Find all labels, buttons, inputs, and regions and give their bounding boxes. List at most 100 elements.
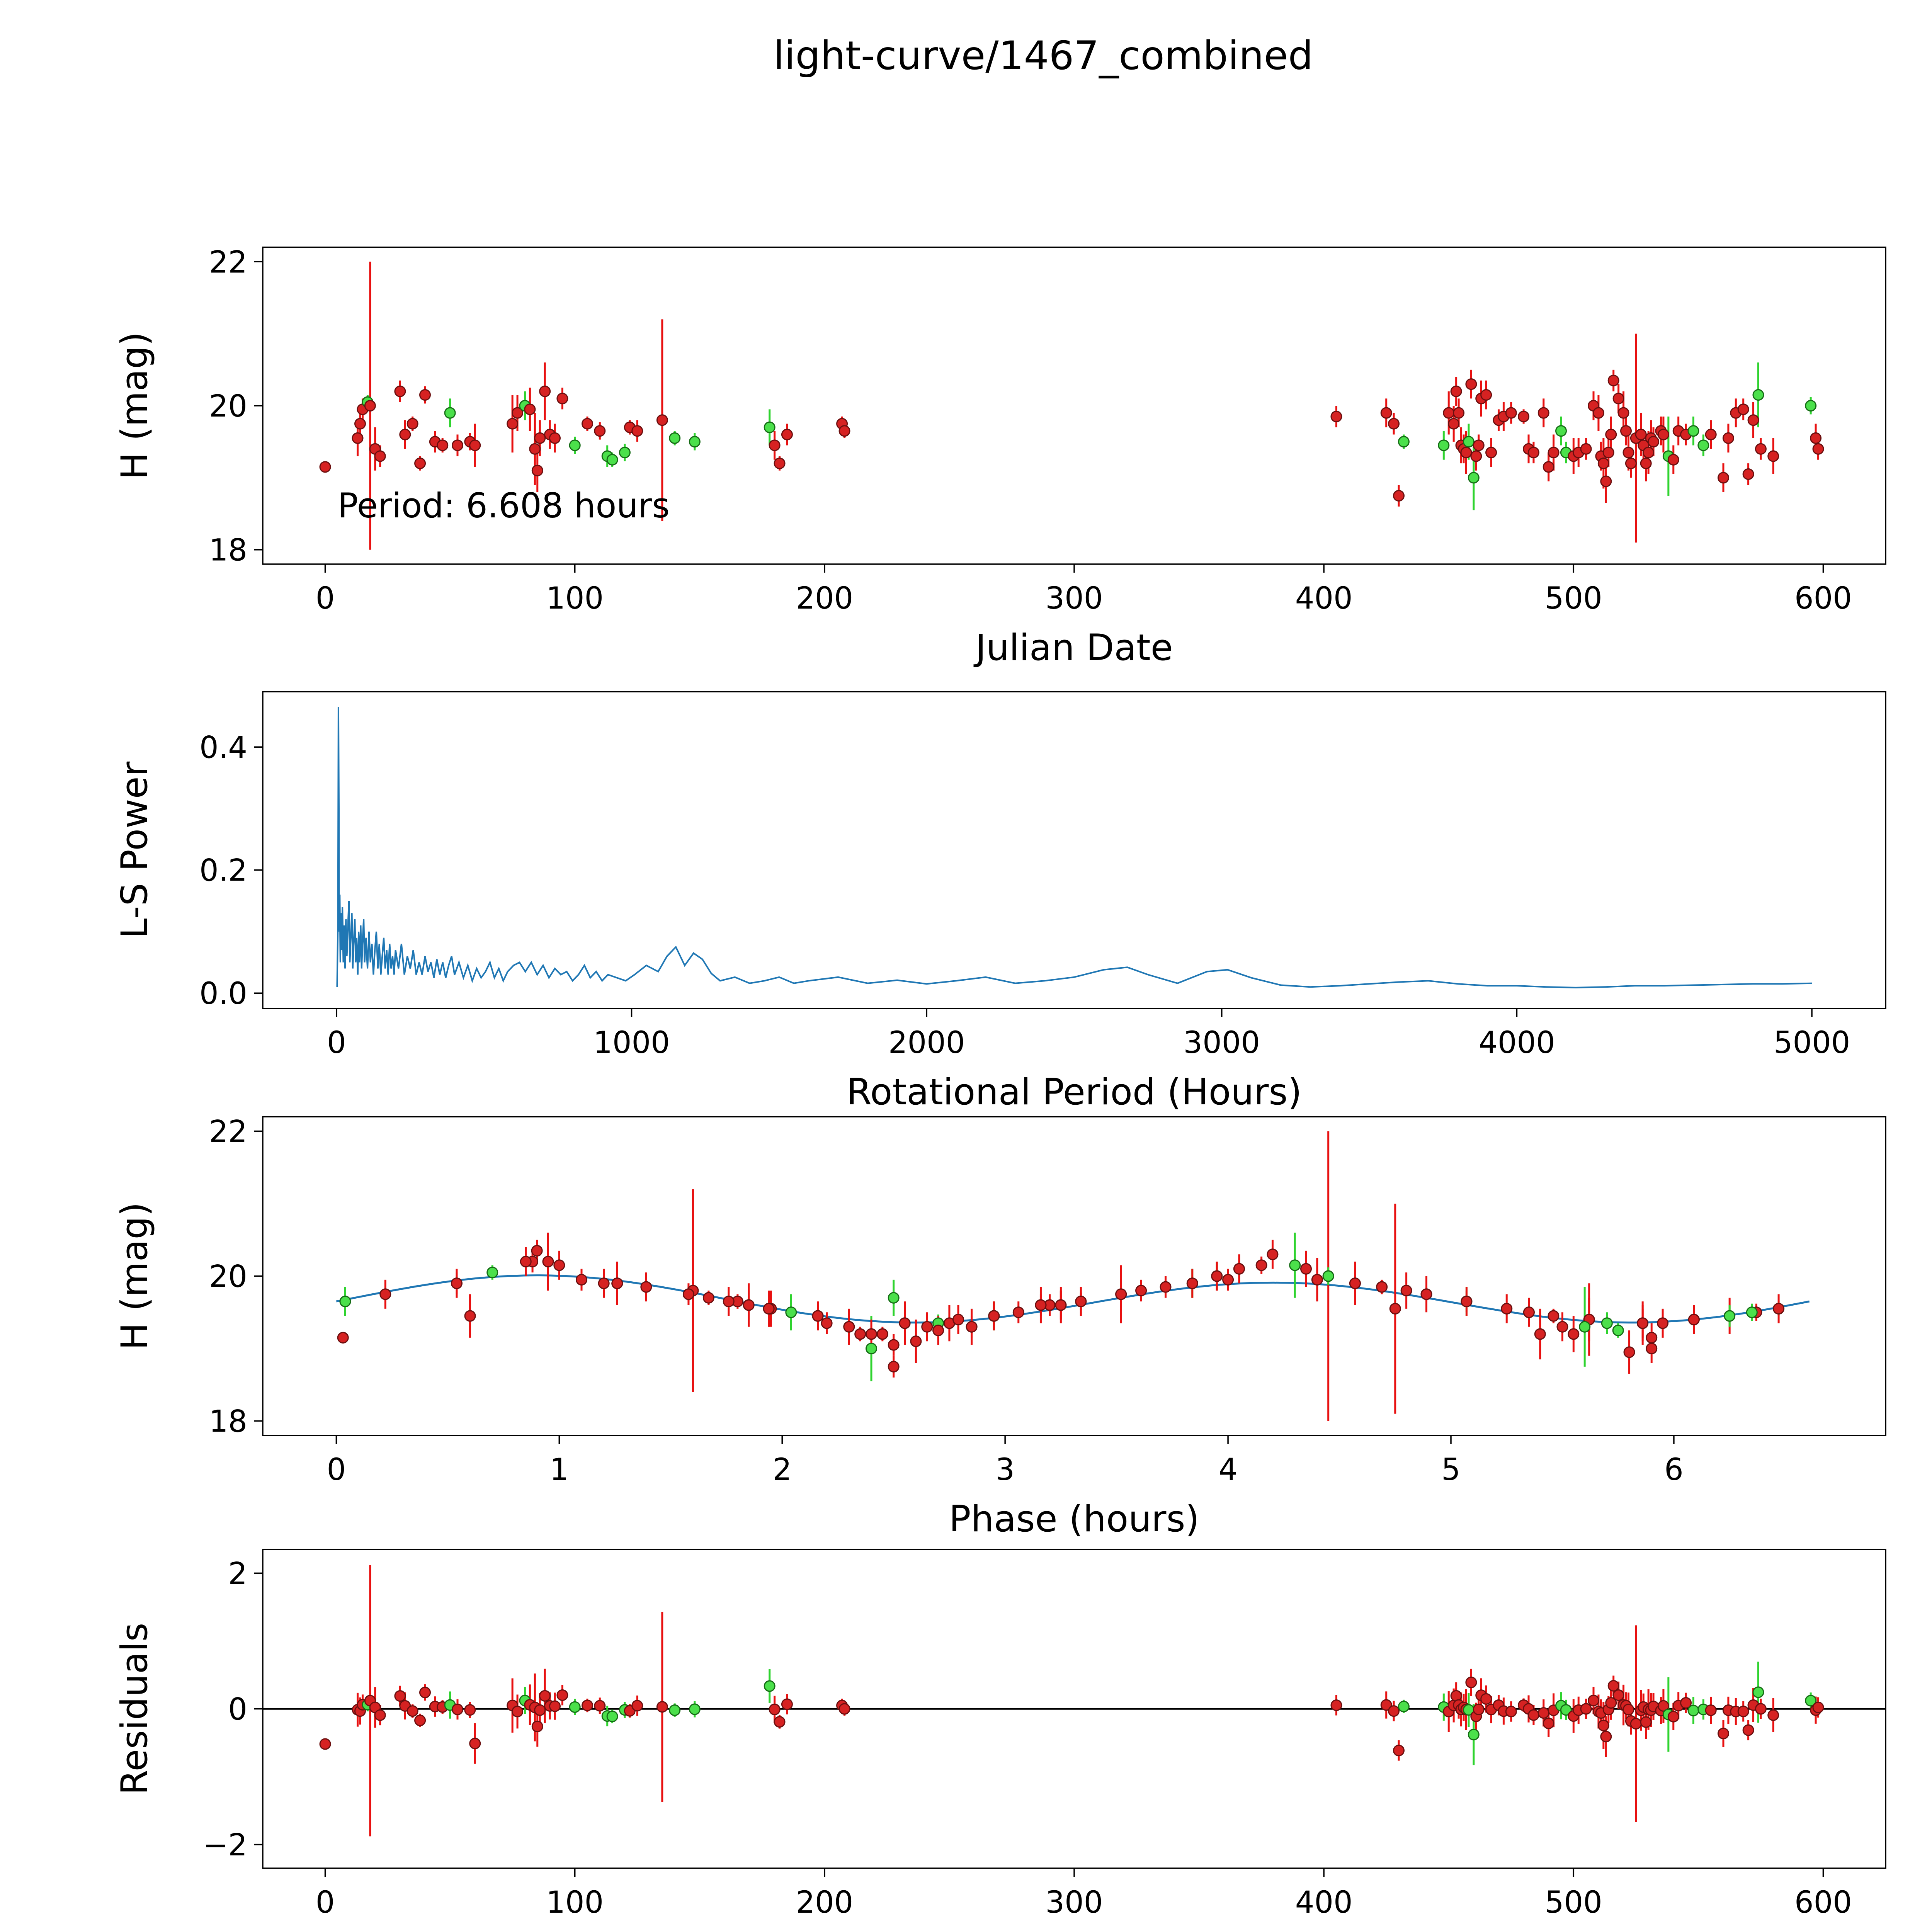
data-point bbox=[1805, 400, 1817, 412]
y-axis-label: L-S Power bbox=[114, 761, 156, 939]
y-tick-label: −2 bbox=[203, 1828, 247, 1863]
x-tick-label: 5 bbox=[1441, 1452, 1461, 1487]
data-point bbox=[702, 1292, 714, 1304]
data-point bbox=[769, 1703, 781, 1715]
data-point bbox=[1637, 1317, 1649, 1329]
data-point bbox=[1617, 407, 1629, 419]
data-point bbox=[1622, 1704, 1634, 1716]
data-point bbox=[1718, 472, 1729, 484]
data-point bbox=[452, 439, 463, 451]
data-point bbox=[1556, 1321, 1568, 1333]
data-point bbox=[594, 1700, 606, 1712]
data-point bbox=[1035, 1299, 1047, 1311]
data-point bbox=[1311, 1274, 1323, 1286]
data-point bbox=[531, 1720, 543, 1732]
data-point bbox=[1518, 410, 1530, 422]
data-point bbox=[469, 439, 481, 451]
data-point bbox=[1600, 1731, 1612, 1743]
data-point bbox=[1612, 1689, 1624, 1701]
data-point bbox=[512, 407, 524, 419]
data-point bbox=[1398, 436, 1410, 448]
data-point bbox=[899, 1317, 911, 1329]
data-point bbox=[1501, 1303, 1513, 1315]
data-point bbox=[769, 439, 781, 451]
data-point bbox=[1465, 378, 1477, 390]
data-point bbox=[1420, 1288, 1432, 1300]
data-point bbox=[1602, 447, 1614, 459]
data-point bbox=[524, 403, 536, 415]
data-point bbox=[888, 1292, 900, 1304]
data-point bbox=[1450, 385, 1462, 397]
data-point bbox=[1646, 1343, 1658, 1354]
data-point bbox=[1460, 447, 1472, 459]
data-point bbox=[689, 1703, 701, 1715]
data-point bbox=[1349, 1277, 1361, 1289]
data-point bbox=[988, 1310, 1000, 1322]
data-point bbox=[419, 389, 431, 401]
data-point bbox=[1473, 439, 1485, 451]
data-point bbox=[1742, 468, 1754, 480]
x-tick-label: 1000 bbox=[593, 1026, 670, 1060]
data-point bbox=[1767, 1709, 1779, 1721]
x-tick-label: 1 bbox=[549, 1452, 569, 1487]
data-point bbox=[1548, 447, 1560, 459]
data-point bbox=[469, 1738, 481, 1750]
data-point bbox=[689, 436, 701, 448]
data-point bbox=[1330, 410, 1342, 422]
data-point bbox=[1643, 447, 1655, 459]
data-point bbox=[394, 1690, 406, 1702]
data-point bbox=[1527, 447, 1539, 459]
data-point bbox=[764, 421, 776, 433]
data-point bbox=[1543, 1717, 1554, 1729]
data-point bbox=[619, 447, 631, 459]
data-point bbox=[764, 1680, 776, 1692]
data-point bbox=[1322, 1270, 1334, 1282]
data-point bbox=[774, 457, 786, 469]
data-point bbox=[910, 1335, 922, 1347]
data-point bbox=[1630, 1718, 1642, 1730]
data-point bbox=[1810, 432, 1822, 444]
data-point bbox=[1075, 1296, 1087, 1308]
panel-residuals-vs-julian-date: 0 100 200 300 400 500 600 −2 0 2 Julian Date Residu… bbox=[114, 1549, 1886, 1932]
data-point bbox=[1620, 425, 1632, 437]
data-point bbox=[1480, 1693, 1492, 1705]
data-point bbox=[1267, 1248, 1279, 1260]
residuals-vs-julian-date-data bbox=[263, 1565, 1886, 1837]
data-point bbox=[1657, 1700, 1669, 1712]
data-point bbox=[1380, 1699, 1392, 1711]
data-point bbox=[1737, 403, 1749, 415]
data-point bbox=[512, 1706, 524, 1718]
data-point bbox=[419, 1687, 431, 1699]
x-tick-label: 2000 bbox=[888, 1026, 965, 1060]
data-point bbox=[1718, 1728, 1729, 1740]
data-point bbox=[529, 443, 541, 455]
data-point bbox=[1657, 1317, 1669, 1329]
data-point bbox=[1597, 1719, 1609, 1731]
data-point bbox=[1211, 1270, 1223, 1282]
data-point bbox=[838, 425, 850, 437]
data-point bbox=[374, 450, 386, 462]
data-point bbox=[1463, 436, 1475, 448]
data-point bbox=[656, 414, 668, 426]
x-tick-label: 4 bbox=[1218, 1452, 1238, 1487]
data-point bbox=[1453, 407, 1465, 419]
data-point bbox=[1527, 1709, 1539, 1721]
data-point bbox=[1560, 1704, 1572, 1716]
data-point bbox=[1667, 1711, 1679, 1723]
data-point bbox=[1330, 1699, 1342, 1711]
data-point bbox=[1640, 457, 1652, 469]
data-point bbox=[631, 425, 643, 437]
data-point bbox=[531, 1245, 543, 1257]
x-tick-label: 600 bbox=[1794, 581, 1852, 616]
data-point bbox=[549, 1700, 561, 1712]
data-point bbox=[1523, 1306, 1535, 1318]
y-tick-label: 20 bbox=[209, 389, 247, 424]
data-point bbox=[1625, 457, 1637, 469]
data-point bbox=[1687, 425, 1699, 437]
data-point bbox=[399, 429, 411, 440]
data-point bbox=[1812, 443, 1824, 455]
data-point bbox=[414, 457, 426, 469]
y-tick-label: 0.2 bbox=[199, 854, 247, 888]
data-point bbox=[1601, 1317, 1613, 1329]
data-point bbox=[339, 1296, 351, 1308]
